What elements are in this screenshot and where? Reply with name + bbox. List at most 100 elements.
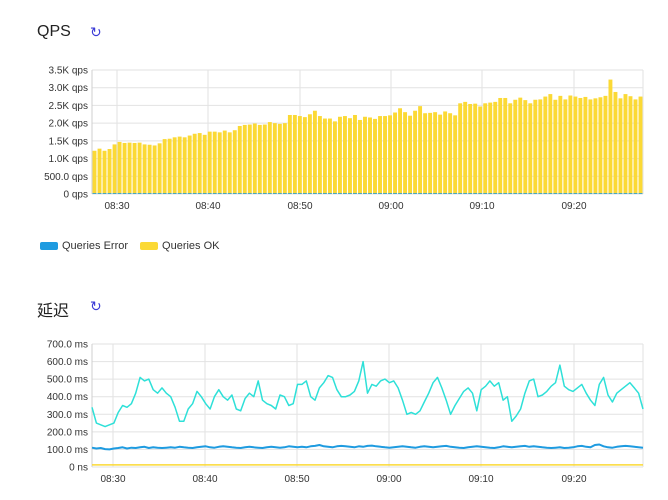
y-tick-label: 600.0 ms [47,357,88,368]
bar-queries-error [147,193,152,194]
bar-queries-ok [413,110,418,194]
bar-queries-error [403,193,408,194]
bar-queries-ok [363,116,367,194]
x-tick-label: 08:50 [284,474,309,485]
x-tick-label: 08:30 [100,474,125,485]
bar-queries-ok [177,136,182,194]
bar-queries-ok [623,94,628,194]
bar-queries-ok [147,144,152,194]
bar-queries-error [363,193,367,194]
bar-queries-ok [307,114,312,194]
bar-queries-ok [398,108,403,194]
bar-queries-ok [373,118,377,194]
bar-queries-error [538,193,543,194]
bar-queries-error [523,193,528,194]
bar-queries-ok [563,99,568,194]
bar-queries-ok [212,131,217,194]
bar-queries-ok [122,142,127,194]
bar-queries-ok [613,91,618,194]
legend-item-queries-error[interactable]: Queries Error [40,240,128,252]
bar-queries-ok [383,116,387,194]
y-tick-label: 700.0 ms [47,340,88,351]
bar-queries-error [558,193,563,194]
bar-queries-error [353,193,357,194]
qps-chart: 0 qps 500.0 qps 1.0K qps 1.5K qps 2.0K qps 2.… [44,66,644,212]
bar-queries-error [262,193,267,194]
bar-queries-error [393,193,398,194]
x-tick-label: 09:10 [469,201,494,212]
refresh-icon[interactable]: ↻ [90,24,102,40]
bar-queries-ok [388,115,392,194]
bar-queries-ok [618,98,623,194]
bar-queries-ok [603,95,608,194]
bar-queries-ok [262,124,267,194]
bar-queries-ok [583,96,588,194]
y-tick-label: 1.0K qps [49,154,88,165]
bar-queries-error [267,193,272,194]
bar-queries-error [112,193,117,194]
bar-queries-ok [292,114,297,194]
bar-queries-ok [282,123,287,194]
y-tick-label: 0 qps [64,190,88,201]
bar-queries-error [257,193,262,194]
bar-queries-error [613,193,618,194]
bar-queries-error [132,193,137,194]
qps-legend: Queries Error Queries OK [40,240,220,252]
bar-queries-error [322,193,327,194]
bar-queries-error [478,193,483,194]
bar-queries-ok [343,116,347,194]
legend-item-queries-ok[interactable]: Queries OK [140,240,220,252]
bar-queries-error [302,193,307,194]
y-tick-label: 100.0 ms [47,445,88,456]
bar-queries-error [578,193,583,194]
legend-swatch-queries-ok [140,242,159,250]
y-tick-label: 200.0 ms [47,427,88,438]
bar-queries-error [162,193,167,194]
bar-queries-error [408,193,413,194]
bar-queries-error [102,193,107,194]
y-tick-label: 500.0 ms [47,375,88,386]
bar-queries-error [543,193,548,194]
bar-queries-ok [628,96,633,194]
bar-queries-error [167,193,172,194]
bar-queries-ok [207,131,212,194]
bar-queries-error [608,193,613,194]
bar-queries-error [197,193,202,194]
bar-queries-ok [337,116,342,194]
x-tick-label: 09:20 [561,474,586,485]
bar-queries-ok [102,150,107,194]
bar-queries-ok [408,115,413,194]
y-tick-label: 1.5K qps [49,136,88,147]
bar-queries-ok [272,123,277,194]
bar-queries-ok [252,123,257,194]
bar-queries-ok [107,149,112,194]
bar-queries-error [97,193,102,194]
bar-queries-error [448,193,453,194]
bar-queries-error [157,193,162,194]
bar-queries-error [117,193,122,194]
refresh-icon[interactable]: ↻ [90,298,102,314]
bar-queries-ok [192,133,197,194]
bar-queries-ok [267,122,272,194]
bar-queries-error [373,193,377,194]
bar-queries-error [568,193,573,194]
bar-queries-ok [317,116,322,194]
y-tick-label: 2.5K qps [49,101,88,112]
bar-queries-error [468,193,473,194]
bar-queries-ok [277,123,282,194]
bar-queries-error [458,193,463,194]
bar-queries-error [252,193,257,194]
bar-queries-error [593,193,598,194]
bar-queries-ok [448,113,453,194]
bar-queries-error [272,193,277,194]
bar-queries-ok [433,112,438,194]
bar-queries-ok [312,110,317,194]
bar-queries-ok [247,124,252,194]
bar-queries-error [463,193,468,194]
bar-queries-ok [227,132,232,194]
bar-queries-error [202,193,207,194]
bar-queries-error [418,193,423,194]
latency-series-mid [91,443,644,451]
bar-queries-ok [302,117,307,194]
bar-queries-error [177,193,182,194]
